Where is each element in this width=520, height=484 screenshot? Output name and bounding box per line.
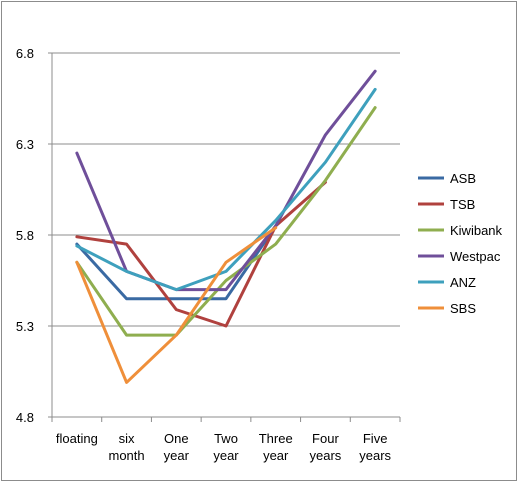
- legend-label: ASB: [450, 171, 476, 186]
- x-tick-labels: floating six month One year Two year Three year F…: [56, 431, 392, 463]
- series-line-westpac: [75, 69, 377, 292]
- legend-label: SBS: [450, 301, 476, 316]
- y-tick-label: 4.8: [16, 410, 34, 425]
- legend-item-westpac: Westpac: [418, 249, 501, 264]
- x-tick-label: Three year: [259, 431, 293, 463]
- legend-label: ANZ: [450, 275, 476, 290]
- x-tick-label: Five years: [359, 431, 391, 463]
- series-line-anz: [75, 87, 377, 292]
- legend-item-asb: ASB: [418, 171, 476, 186]
- x-tick-label: Two year: [213, 431, 239, 463]
- x-tick-label: Four years: [310, 431, 342, 463]
- series-line-asb: [75, 224, 278, 301]
- x-tick-label: floating: [56, 431, 98, 446]
- x-tick-label: six month: [109, 431, 145, 463]
- legend-item-kiwibank: Kiwibank: [418, 223, 503, 238]
- y-tick-label: 5.8: [16, 228, 34, 243]
- legend-label: TSB: [450, 197, 475, 212]
- series-line-kiwibank: [75, 106, 377, 337]
- x-tick-label: One year: [164, 431, 190, 463]
- y-tick-label: 6.8: [16, 46, 34, 61]
- legend-label: Kiwibank: [450, 223, 503, 238]
- gridlines: [52, 52, 400, 327]
- legend: ASB TSB Kiwibank Westpac ANZ SBS: [418, 171, 503, 316]
- series-line-tsb: [75, 180, 327, 328]
- series-lines: [75, 69, 377, 384]
- legend-item-anz: ANZ: [418, 275, 476, 290]
- series-line-sbs: [75, 226, 278, 384]
- axes: [48, 52, 401, 422]
- legend-label: Westpac: [450, 249, 501, 264]
- y-tick-label: 6.3: [16, 137, 34, 152]
- y-tick-labels: 4.8 5.3 5.8 6.3 6.8: [16, 46, 34, 425]
- legend-item-tsb: TSB: [418, 197, 475, 212]
- legend-item-sbs: SBS: [418, 301, 476, 316]
- y-tick-label: 5.3: [16, 319, 34, 334]
